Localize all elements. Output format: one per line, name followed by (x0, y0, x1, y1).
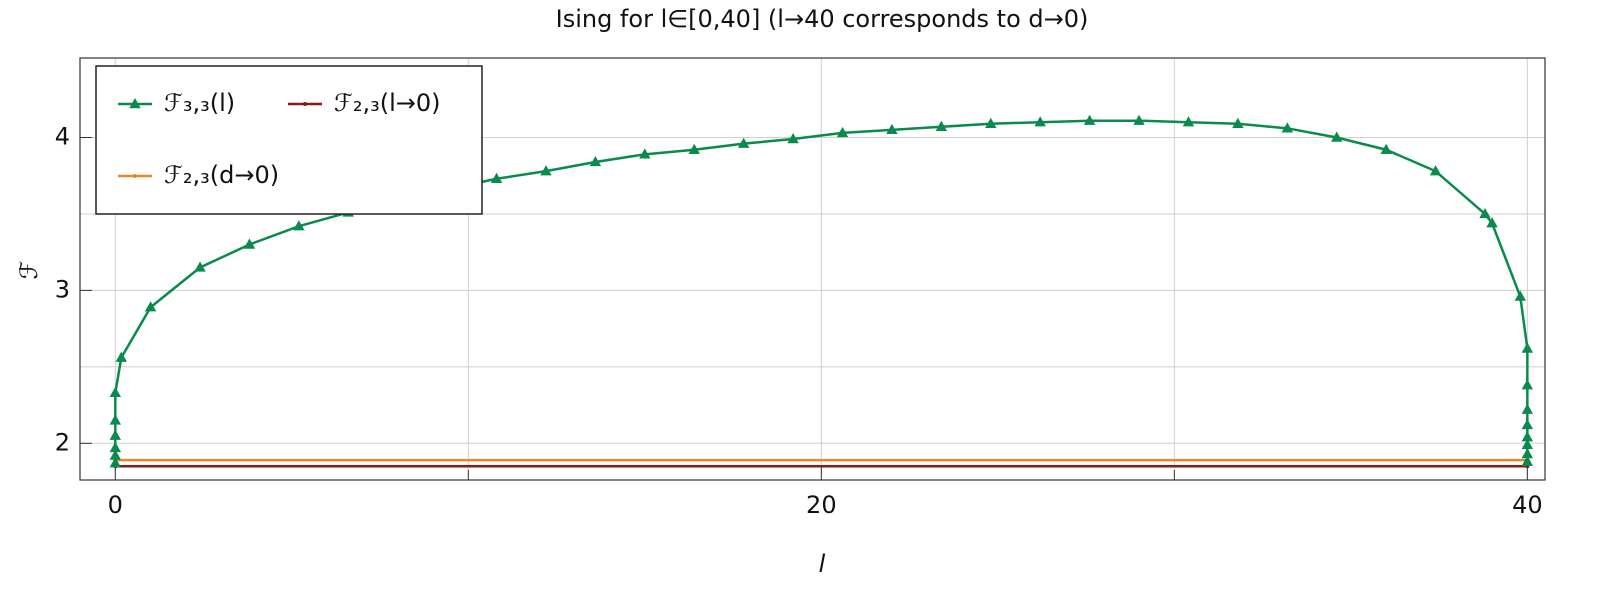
marker (1133, 114, 1145, 125)
marker (1182, 116, 1195, 127)
y-tick-label: 4 (55, 123, 70, 151)
marker (1429, 165, 1442, 176)
marker (490, 172, 503, 183)
marker (985, 117, 997, 128)
marker (1521, 342, 1534, 353)
marker (1521, 418, 1534, 430)
marker (109, 441, 122, 453)
plot-frame (79, 57, 1546, 481)
marker (109, 449, 122, 460)
marker (1521, 379, 1534, 390)
legend: ℱ₃,₃(l) ℱ₂,₃(l→0) ℱ₂,₃(d→0) (95, 65, 483, 215)
x-tick-label: 40 (1512, 491, 1543, 519)
marker (109, 414, 122, 425)
chart-title: Ising for l∈[0,40] (l→40 corresponds to … (556, 5, 1089, 33)
marker (144, 301, 157, 312)
marker (836, 126, 849, 138)
marker (115, 351, 128, 362)
x-axis-label: l (819, 550, 826, 578)
marker (1083, 114, 1096, 125)
marker (1521, 403, 1534, 414)
marker (886, 123, 898, 135)
marker (1521, 448, 1534, 459)
marker (243, 238, 256, 249)
legend-box (95, 65, 483, 215)
y-tick-label: 3 (55, 275, 70, 303)
marker (109, 429, 122, 440)
marker (589, 155, 602, 167)
marker (1521, 431, 1534, 442)
legend-marker (303, 102, 307, 106)
marker (109, 386, 122, 398)
marker (194, 261, 206, 272)
marker (1521, 438, 1534, 450)
marker (1034, 116, 1046, 127)
x-tick-label: 0 (108, 491, 123, 519)
marker (737, 137, 750, 148)
marker (639, 148, 651, 159)
legend-label: ℱ₂,₃(l→0) (334, 89, 441, 117)
marker (540, 165, 552, 176)
marker (1331, 131, 1343, 142)
y-tick-label: 2 (55, 428, 70, 456)
legend-label: ℱ₂,₃(d→0) (164, 161, 279, 189)
marker (1486, 217, 1498, 228)
marker (1281, 122, 1294, 133)
x-tick-label: 20 (806, 491, 837, 519)
y-axis-label: ℱ (15, 260, 43, 279)
marker (1479, 207, 1491, 219)
legend-label: ℱ₃,₃(l) (164, 89, 235, 117)
marker (1380, 143, 1392, 154)
legend-marker (133, 174, 137, 178)
marker (1232, 117, 1244, 128)
legend-marker (129, 98, 141, 109)
marker (293, 220, 305, 231)
marker (935, 120, 948, 132)
marker (1514, 290, 1526, 301)
marker (109, 457, 122, 468)
marker (688, 143, 700, 154)
marker (1521, 455, 1534, 466)
marker (787, 133, 799, 144)
